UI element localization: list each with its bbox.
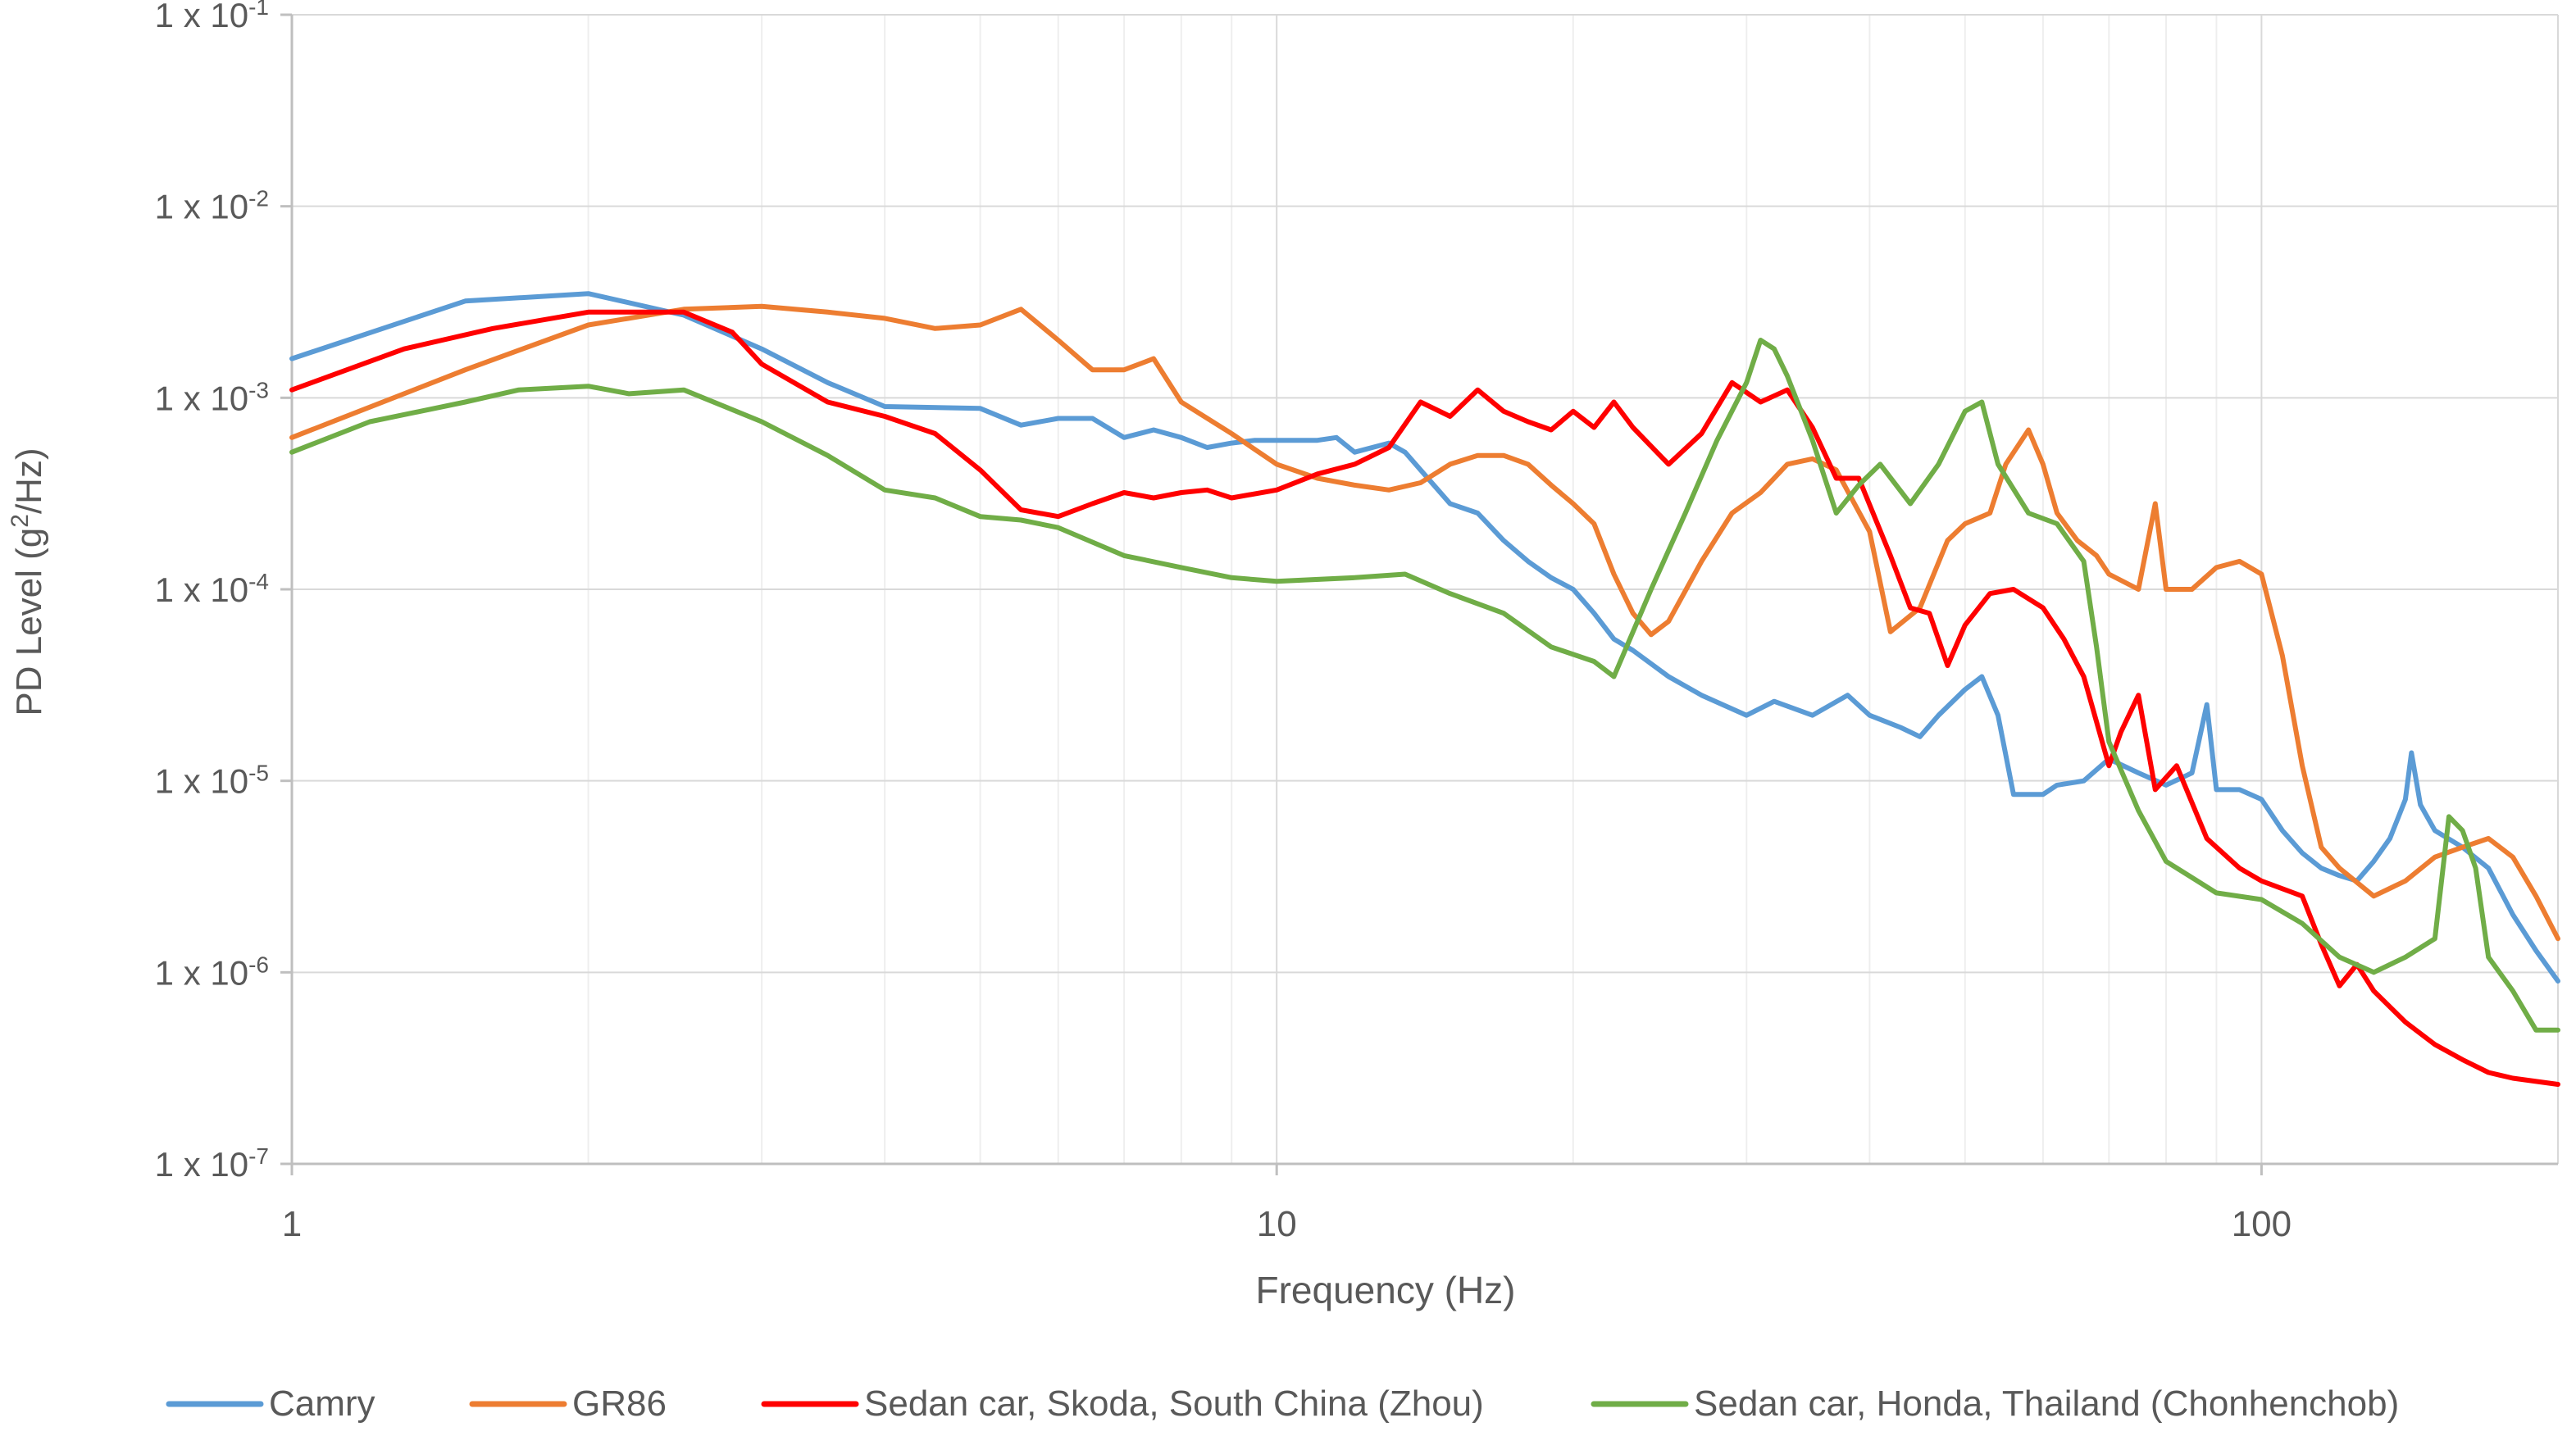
legend-label-2: GR86 bbox=[572, 1384, 667, 1424]
y-tick-base: 1 x 10 bbox=[155, 570, 248, 609]
legend-label-3: Sedan car, Skoda, South China (Zhou) bbox=[864, 1384, 1484, 1424]
y-tick-exponent: -5 bbox=[248, 760, 269, 785]
y-tick-exponent: -4 bbox=[248, 569, 269, 594]
legend-label-1: Camry bbox=[269, 1384, 375, 1424]
y-tick-exponent: -2 bbox=[248, 185, 269, 211]
x-tick-label: 1 bbox=[282, 1204, 302, 1244]
y-tick-label: 1 x 10-1 bbox=[155, 0, 269, 34]
y-tick-label: 1 x 10-5 bbox=[155, 760, 269, 801]
series-line-2 bbox=[289, 303, 2560, 942]
y-tick-base: 1 x 10 bbox=[155, 953, 248, 992]
series-layer bbox=[289, 291, 2560, 1087]
y-axis-title-post: /Hz) bbox=[9, 448, 49, 514]
y-tick-exponent: -3 bbox=[248, 377, 269, 402]
y-tick-base: 1 x 10 bbox=[155, 188, 248, 226]
y-tick-label: 1 x 10-3 bbox=[155, 377, 269, 418]
y-axis-title-sup: 2 bbox=[7, 514, 34, 528]
series-line-1 bbox=[289, 291, 2560, 984]
y-tick-labels: 1 x 10-11 x 10-21 x 10-31 x 10-41 x 10-5… bbox=[155, 0, 269, 1184]
x-tick-label: 10 bbox=[1257, 1204, 1297, 1244]
y-tick-exponent: -1 bbox=[248, 0, 269, 20]
y-tick-base: 1 x 10 bbox=[155, 762, 248, 801]
y-tick-label: 1 x 10-7 bbox=[155, 1143, 269, 1184]
y-tick-base: 1 x 10 bbox=[155, 1145, 248, 1184]
x-axis-title: Frequency (Hz) bbox=[1256, 1269, 1516, 1311]
x-tick-label: 100 bbox=[2232, 1204, 2292, 1244]
y-axis-title: PD Level (g2/Hz) bbox=[7, 448, 50, 716]
y-tick-label: 1 x 10-6 bbox=[155, 952, 269, 993]
series-line-4 bbox=[289, 338, 2560, 1033]
legend-label-4: Sedan car, Honda, Thailand (Chonhenchob) bbox=[1694, 1384, 2399, 1424]
y-tick-base: 1 x 10 bbox=[155, 0, 248, 34]
y-axis-title-pre: PD Level (g bbox=[9, 528, 49, 716]
y-tick-label: 1 x 10-4 bbox=[155, 569, 269, 610]
series-line-3 bbox=[289, 309, 2560, 1087]
axes bbox=[280, 13, 2558, 1175]
y-tick-label: 1 x 10-2 bbox=[155, 185, 269, 226]
x-tick-labels: 1 10 100 bbox=[282, 1204, 2292, 1244]
legend: Camry GR86 Sedan car, Skoda, South China (… bbox=[166, 1384, 2399, 1424]
y-tick-base: 1 x 10 bbox=[155, 379, 248, 417]
y-tick-exponent: -7 bbox=[248, 1143, 269, 1169]
y-tick-exponent: -6 bbox=[248, 952, 269, 977]
